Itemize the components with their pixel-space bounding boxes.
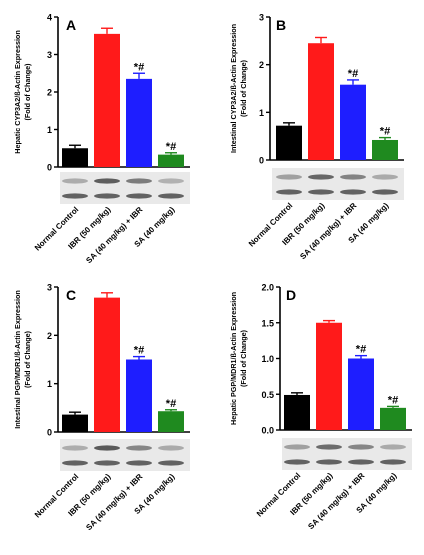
y-tick-label: 2	[47, 331, 52, 341]
bar	[158, 154, 184, 167]
y-tick-label: 1	[47, 379, 52, 389]
target-band	[348, 444, 374, 450]
y-axis-label-unit: (Fold of Change)	[23, 330, 32, 388]
significance-mark: *#	[380, 126, 390, 138]
y-tick-label: 3	[47, 50, 52, 60]
significance-mark: *#	[166, 141, 176, 153]
target-band	[372, 174, 398, 180]
target-band	[62, 445, 88, 451]
y-tick-label: 2.0	[261, 283, 274, 293]
significance-mark: *#	[348, 68, 358, 80]
bar	[62, 148, 88, 167]
significance-mark: *#	[166, 398, 176, 410]
target-band	[126, 178, 152, 184]
actin-band	[62, 193, 88, 199]
actin-band	[158, 193, 184, 199]
actin-band	[126, 193, 152, 199]
actin-band	[126, 460, 152, 466]
bar	[158, 411, 184, 432]
actin-band	[62, 460, 88, 466]
x-category-label: SA (40 mg/kg) + IBR	[306, 471, 366, 531]
actin-band	[276, 189, 302, 195]
x-category-label: SA (40 mg/kg) + IBR	[84, 205, 144, 265]
chart-panel-c: 0 1 2 3 Intestinal PGP/MDR1/ß-Actin Expressi…	[13, 283, 190, 532]
target-band	[276, 174, 302, 180]
bar	[372, 139, 398, 160]
bar	[348, 358, 374, 430]
y-tick-label: 1	[47, 125, 52, 135]
y-axis-label: Hepatic PGP/MDR1/ß-Actin Expression	[229, 292, 238, 425]
significance-mark: *#	[388, 394, 398, 406]
bar	[94, 297, 120, 432]
actin-band	[94, 193, 120, 199]
panel-letter: D	[286, 287, 296, 303]
actin-band	[340, 189, 366, 195]
actin-band	[316, 459, 342, 465]
actin-band	[94, 460, 120, 466]
y-axis-label: Hepatic CYP3A2/ß-Actin Expression	[13, 30, 22, 153]
actin-band	[372, 189, 398, 195]
bar	[276, 125, 302, 160]
target-band	[308, 174, 334, 180]
y-tick-label: 3	[47, 283, 52, 293]
bar	[308, 43, 334, 160]
chart-panel-a: 0 1 2 3 4 Hepatic CYP3A2/ß-Actin Expression (F…	[13, 13, 190, 265]
y-tick-label: 1.5	[261, 318, 274, 328]
bar	[126, 359, 152, 432]
bar	[316, 322, 342, 430]
y-tick-label: 2	[259, 60, 264, 70]
actin-band	[158, 460, 184, 466]
target-band	[94, 445, 120, 451]
y-tick-label: 4	[47, 13, 52, 23]
panel-letter: C	[66, 287, 76, 303]
bar	[94, 33, 120, 167]
significance-mark: *#	[356, 344, 366, 356]
bar	[340, 84, 366, 160]
significance-mark: *#	[134, 345, 144, 357]
target-band	[316, 444, 342, 450]
y-tick-label: 3	[259, 13, 264, 23]
x-category-label: SA (40 mg/kg) + IBR	[84, 472, 144, 532]
actin-band	[308, 189, 334, 195]
western-blot-image	[60, 172, 190, 204]
target-band	[284, 444, 310, 450]
bar	[380, 407, 406, 430]
y-axis-label: Intestinal PGP/MDR1/ß-Actin Expression	[13, 290, 22, 429]
actin-band	[348, 459, 374, 465]
western-blot-image	[60, 439, 190, 471]
western-blot-image	[282, 438, 412, 470]
y-tick-label: 1	[259, 108, 264, 118]
y-tick-label: 0	[47, 163, 52, 173]
panel-letter: B	[276, 17, 286, 33]
y-tick-label: 2	[47, 88, 52, 98]
bar	[62, 414, 88, 432]
western-blot-image	[272, 168, 404, 200]
bar	[126, 78, 152, 167]
x-category-label: SA (40 mg/kg) + IBR	[298, 201, 358, 261]
target-band	[158, 178, 184, 184]
y-axis-label-unit: (Fold of Change)	[239, 329, 248, 387]
target-band	[380, 444, 406, 450]
y-axis-label-unit: (Fold of Change)	[23, 63, 32, 121]
actin-band	[284, 459, 310, 465]
y-tick-label: 0.5	[261, 390, 274, 400]
y-tick-label: 0	[47, 428, 52, 438]
y-tick-label: 0.0	[261, 426, 274, 436]
y-axis-label: Intestinal CYP3A2/ß-Actin Expression	[229, 24, 238, 153]
actin-band	[380, 459, 406, 465]
y-axis-label-unit: (Fold of Change)	[239, 59, 248, 117]
target-band	[126, 445, 152, 451]
significance-mark: *#	[134, 61, 144, 73]
chart-panel-d: 0.0 0.5 1.0 1.5 2.0 Hepatic PGP/MDR1/ß-Actin …	[229, 283, 412, 531]
target-band	[94, 178, 120, 184]
target-band	[62, 178, 88, 184]
target-band	[158, 445, 184, 451]
y-tick-label: 0	[259, 156, 264, 166]
y-tick-label: 1.0	[261, 354, 274, 364]
panel-letter: A	[66, 17, 76, 33]
bar	[284, 394, 310, 430]
target-band	[340, 174, 366, 180]
chart-panel-b: 0 1 2 3 Intestinal CYP3A2/ß-Actin Expression…	[229, 13, 404, 261]
